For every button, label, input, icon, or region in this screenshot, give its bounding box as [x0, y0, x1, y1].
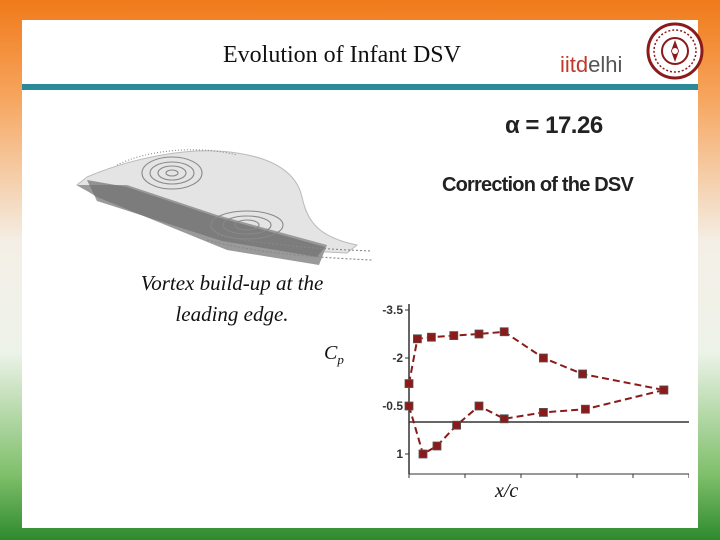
data-point	[499, 414, 509, 424]
data-point	[432, 441, 442, 451]
iit-delhi-emblem-icon	[646, 22, 704, 80]
x-axis-label: x/c	[495, 480, 519, 502]
caption-line-1: Vortex build-up at the	[140, 271, 324, 295]
data-point	[578, 369, 588, 379]
data-point	[659, 385, 669, 395]
y-tick-label: -3.5	[382, 303, 403, 317]
data-point	[404, 401, 414, 411]
data-point	[449, 331, 459, 340]
data-point	[413, 334, 422, 344]
y-tick-label: -0.5	[382, 399, 403, 413]
logo-part-1: iitd	[560, 52, 589, 77]
series-line-1	[408, 330, 664, 391]
data-point	[452, 420, 461, 430]
caption-line-2: leading edge.	[175, 302, 289, 326]
pressure-coefficient-chart: -3.5-2-0.5100.20.40.60.81	[382, 303, 689, 478]
correction-label: Correction of the DSV	[442, 174, 634, 196]
data-point	[474, 401, 484, 411]
data-point	[499, 327, 509, 337]
data-point	[418, 449, 428, 459]
y-tick-label: -2	[392, 351, 403, 365]
logo-part-2: elhi	[588, 52, 623, 77]
y-axis-label: Cp	[324, 342, 344, 368]
alpha-value: α = 17.26	[505, 112, 603, 139]
data-point	[404, 379, 414, 388]
vortex-caption: Vortex build-up at the leading edge.	[102, 268, 362, 330]
data-point	[538, 353, 548, 363]
cp-sub: p	[337, 352, 344, 367]
slide-canvas: Evolution of Infant DSV iitdelhi α = 17.…	[22, 20, 704, 528]
data-point	[538, 408, 548, 417]
data-point	[427, 332, 436, 342]
cp-main: C	[324, 342, 338, 364]
data-point	[580, 404, 590, 414]
y-tick-label: 1	[396, 447, 403, 461]
data-point	[474, 329, 484, 339]
header-divider	[22, 84, 698, 90]
slide-title: Evolution of Infant DSV	[223, 42, 461, 68]
wing-vortex-illustration	[76, 149, 373, 265]
iit-delhi-logo-text: iitdelhi	[560, 52, 622, 78]
